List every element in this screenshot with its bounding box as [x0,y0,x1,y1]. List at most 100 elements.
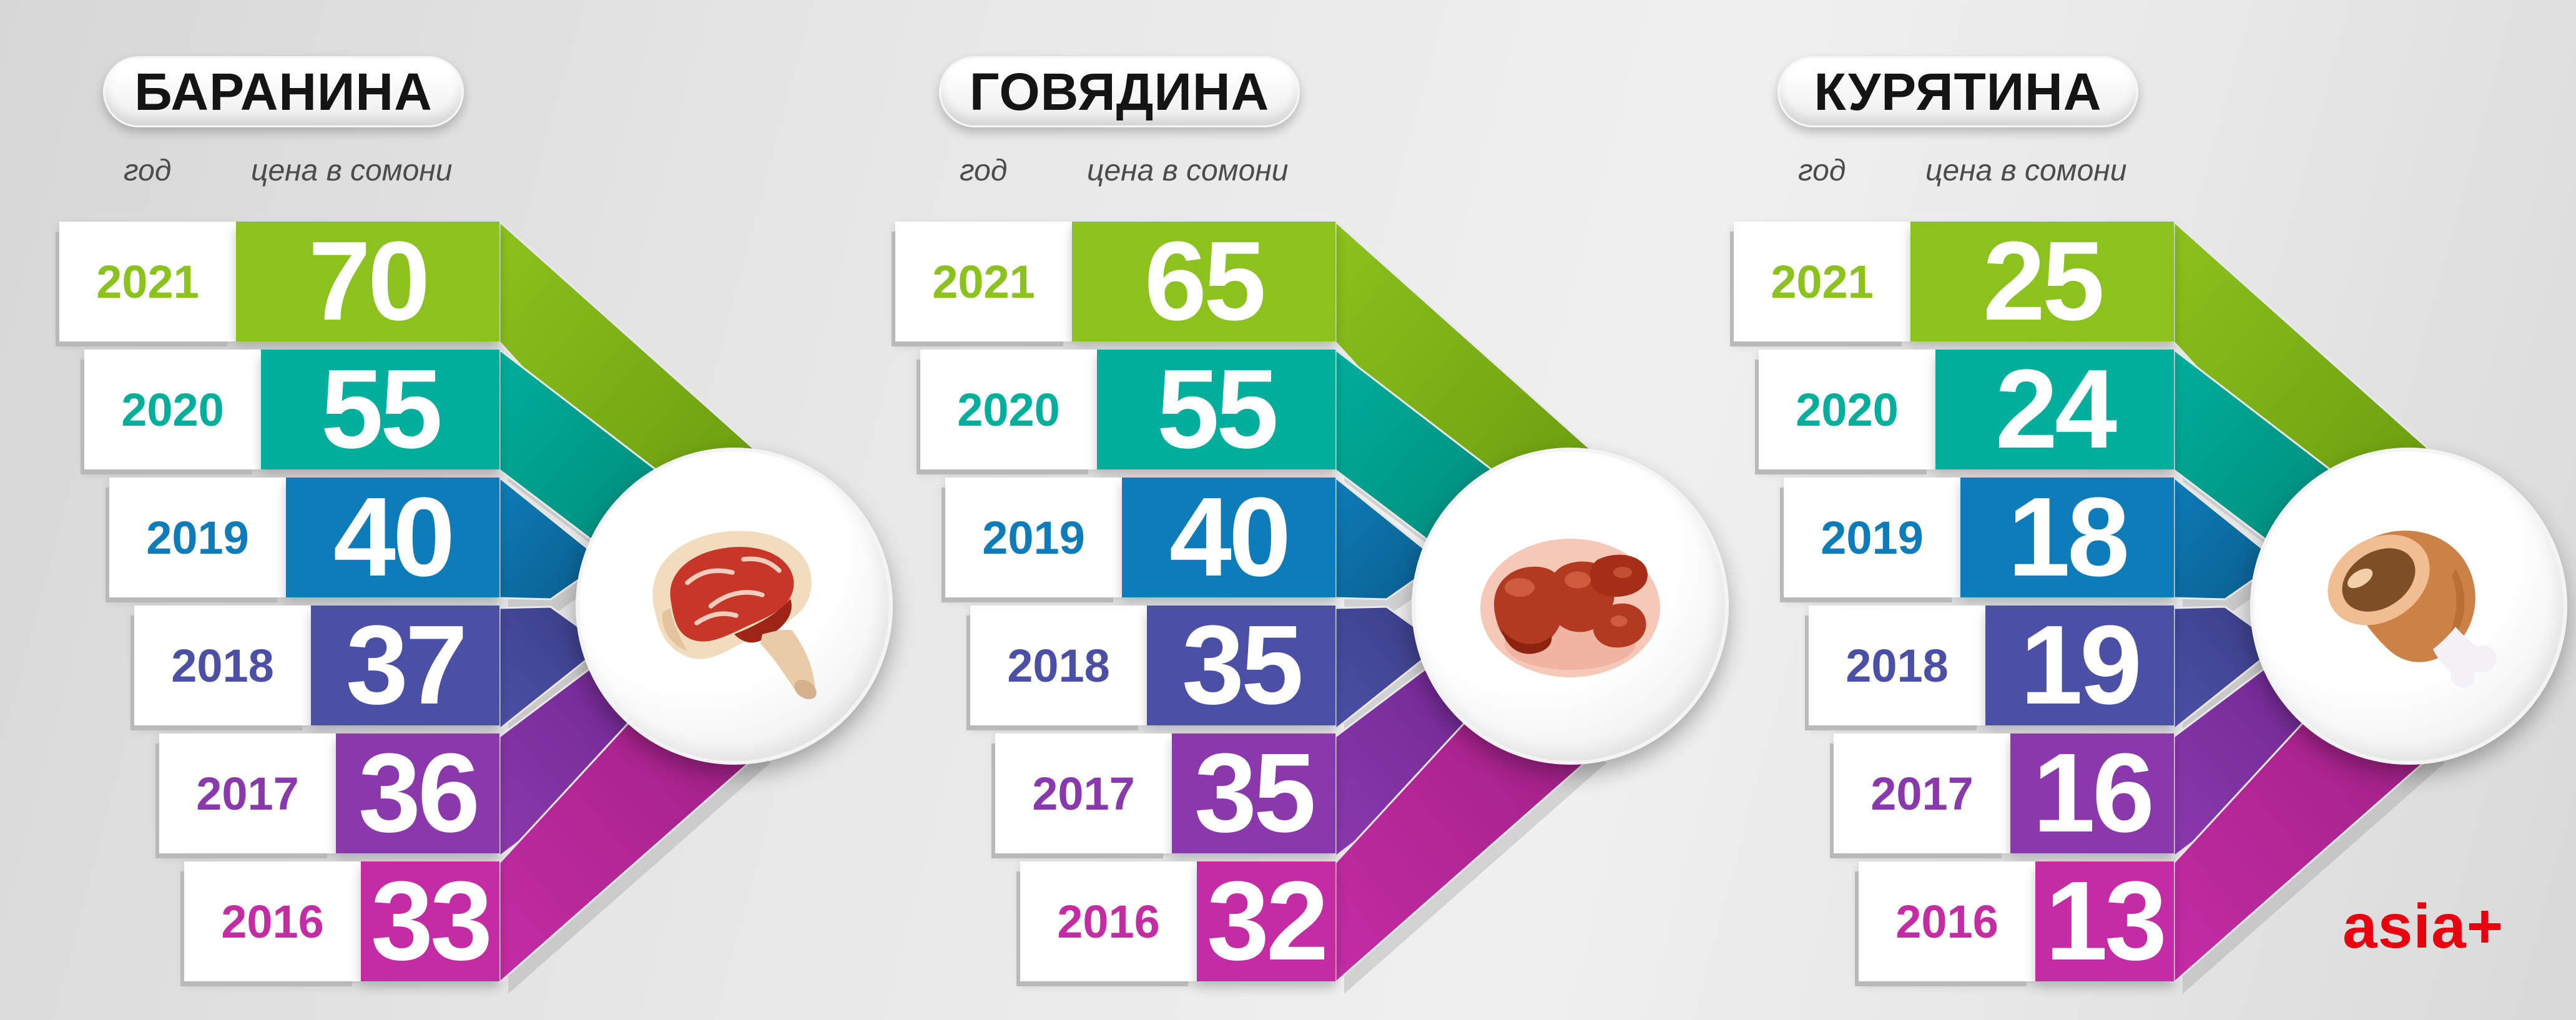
column-lamb: БАРАНИНА год цена в сомони 2021 70 2020 55… [37,0,903,1020]
year-cell: 2021 [1734,222,1910,341]
section-title-pill: БАРАНИНА [103,56,464,127]
section-title-pill: КУРЯТИНА [1777,56,2138,127]
section-title: ГОВЯДИНА [969,62,1270,121]
price-cell: 18 [1960,478,2174,597]
price-value: 40 [333,474,455,600]
year-value: 2017 [1871,767,1974,820]
year-value: 2016 [1895,895,1998,948]
table-row: 2018 37 [37,606,903,725]
table-row: 2017 16 [1712,733,2576,853]
price-cell: 35 [1147,606,1335,725]
table-row: 2016 32 [873,861,1739,981]
table-row: 2018 19 [1712,606,2576,725]
table-row: 2019 40 [37,478,903,597]
year-column-header: год [1798,154,1846,187]
year-cell: 2017 [995,733,1172,853]
year-cell: 2016 [1859,861,2035,981]
rows-layer: 2021 65 2020 55 2019 40 2018 35 2017 35 2016 3… [873,0,1739,1020]
price-value: 70 [308,218,430,344]
meat-photo-circle [1412,448,1729,765]
table-row: 2020 55 [37,350,903,469]
price-cell: 33 [361,861,499,981]
price-column-header: цена в сомони [1925,154,2127,187]
price-value: 32 [1206,858,1329,984]
year-cell: 2020 [1759,350,1935,469]
year-value: 2020 [957,383,1060,436]
year-value: 2018 [1007,639,1110,692]
year-column-header: год [960,154,1008,187]
year-value: 2017 [196,767,299,820]
price-cell: 55 [1097,350,1335,469]
year-cell: 2020 [920,350,1097,469]
year-cell: 2018 [134,606,311,725]
price-cell: 32 [1197,861,1335,981]
year-cell: 2017 [1834,733,2010,853]
section-title: КУРЯТИНА [1814,62,2102,121]
year-cell: 2016 [1020,861,1197,981]
year-value: 2020 [1796,383,1899,436]
year-column-header: год [124,154,172,187]
year-value: 2018 [1846,639,1949,692]
table-row: 2017 35 [873,733,1739,853]
price-value: 40 [1169,474,1291,600]
year-value: 2017 [1032,767,1135,820]
price-cell: 16 [2010,733,2174,853]
table-row: 2019 40 [873,478,1739,597]
table-row: 2018 35 [873,606,1739,725]
year-value: 2016 [1057,895,1160,948]
year-cell: 2020 [84,350,261,469]
rows-layer: 2021 25 2020 24 2019 18 2018 19 2017 16 2016 1… [1712,0,2576,1020]
price-cell: 55 [261,350,499,469]
rows-layer: 2021 70 2020 55 2019 40 2018 37 2017 36 2016 3… [37,0,903,1020]
section-title: БАРАНИНА [134,62,433,121]
chicken-leg-icon [2296,494,2521,718]
year-value: 2021 [1771,255,1874,308]
year-value: 2019 [146,511,249,564]
price-cell: 19 [1985,606,2174,725]
price-value: 37 [345,602,468,728]
year-cell: 2021 [59,222,236,341]
price-value: 18 [2007,474,2130,600]
price-cell: 25 [1910,222,2174,341]
year-cell: 2018 [970,606,1147,725]
year-value: 2020 [121,383,224,436]
price-cell: 40 [286,478,499,597]
price-cell: 40 [1122,478,1335,597]
price-cell: 13 [2035,861,2174,981]
price-cell: 65 [1072,222,1335,341]
table-row: 2016 13 [1712,861,2576,981]
price-value: 25 [1982,218,2105,344]
price-value: 19 [2020,602,2142,728]
table-row: 2021 65 [873,222,1739,341]
price-cell: 24 [1935,350,2174,469]
price-value: 65 [1144,218,1266,344]
year-value: 2021 [96,255,199,308]
table-row: 2021 25 [1712,222,2576,341]
price-cell: 37 [311,606,499,725]
year-value: 2016 [221,895,324,948]
column-chicken: КУРЯТИНА год цена в сомони 2021 25 2020 24… [1712,0,2576,1020]
price-cell: 36 [336,733,499,853]
price-column-header: цена в сомони [251,154,453,187]
price-value: 55 [1156,346,1279,472]
price-cell: 35 [1172,733,1335,853]
year-value: 2019 [1821,511,1924,564]
price-column-header: цена в сомони [1087,154,1289,187]
section-title-pill: ГОВЯДИНА [939,56,1300,127]
beef-meat-icon [1458,494,1683,718]
year-value: 2019 [982,511,1085,564]
table-row: 2021 70 [37,222,903,341]
year-value: 2018 [171,639,274,692]
price-value: 16 [2032,730,2155,856]
price-value: 35 [1181,602,1304,728]
lamb-chop-icon [622,494,847,718]
year-cell: 2016 [184,861,361,981]
price-value: 55 [320,346,443,472]
table-row: 2020 24 [1712,350,2576,469]
meat-photo-circle [2250,448,2567,765]
price-value: 33 [370,858,493,984]
year-value: 2021 [932,255,1035,308]
year-cell: 2017 [159,733,336,853]
price-value: 36 [358,730,480,856]
